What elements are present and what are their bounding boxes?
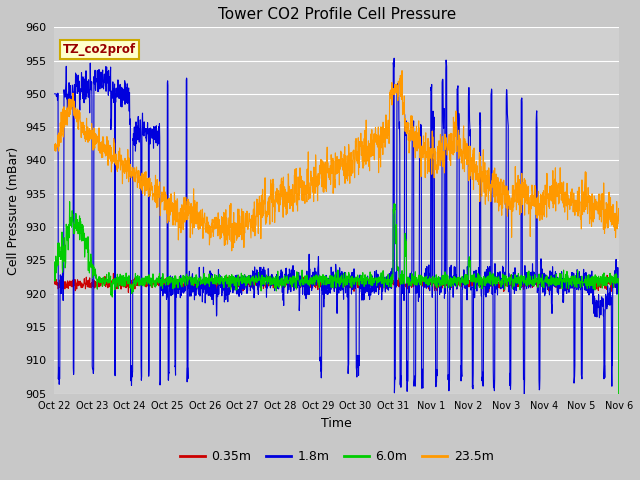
X-axis label: Time: Time — [321, 417, 352, 430]
Y-axis label: Cell Pressure (mBar): Cell Pressure (mBar) — [7, 146, 20, 275]
Title: Tower CO2 Profile Cell Pressure: Tower CO2 Profile Cell Pressure — [218, 7, 456, 22]
Legend: 0.35m, 1.8m, 6.0m, 23.5m: 0.35m, 1.8m, 6.0m, 23.5m — [175, 445, 499, 468]
Text: TZ_co2prof: TZ_co2prof — [63, 43, 136, 56]
